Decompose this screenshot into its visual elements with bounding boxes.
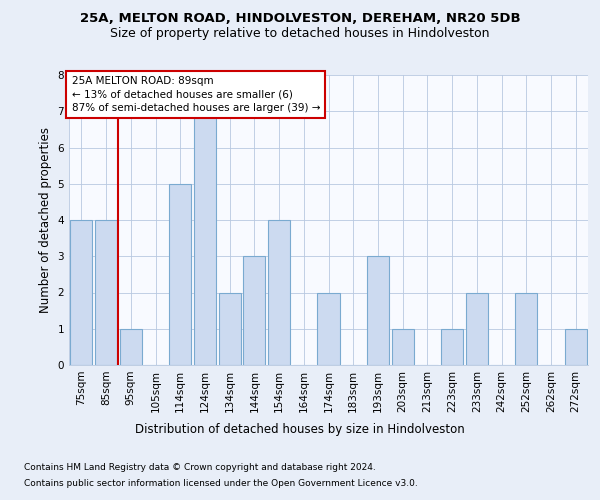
Bar	[317, 292, 340, 365]
Bar	[268, 220, 290, 365]
Bar	[243, 256, 265, 365]
Text: 25A MELTON ROAD: 89sqm
← 13% of detached houses are smaller (6)
87% of semi-deta: 25A MELTON ROAD: 89sqm ← 13% of detached…	[71, 76, 320, 113]
Bar	[515, 292, 538, 365]
Bar	[367, 256, 389, 365]
Text: Contains HM Land Registry data © Crown copyright and database right 2024.: Contains HM Land Registry data © Crown c…	[24, 462, 376, 471]
Text: 25A, MELTON ROAD, HINDOLVESTON, DEREHAM, NR20 5DB: 25A, MELTON ROAD, HINDOLVESTON, DEREHAM,…	[80, 12, 520, 26]
Bar	[119, 329, 142, 365]
Bar	[218, 292, 241, 365]
Bar	[441, 329, 463, 365]
Y-axis label: Number of detached properties: Number of detached properties	[39, 127, 52, 313]
Bar	[70, 220, 92, 365]
Bar	[466, 292, 488, 365]
Bar	[169, 184, 191, 365]
Bar	[392, 329, 414, 365]
Bar	[194, 112, 216, 365]
Text: Contains public sector information licensed under the Open Government Licence v3: Contains public sector information licen…	[24, 479, 418, 488]
Bar	[565, 329, 587, 365]
Text: Distribution of detached houses by size in Hindolveston: Distribution of detached houses by size …	[135, 422, 465, 436]
Text: Size of property relative to detached houses in Hindolveston: Size of property relative to detached ho…	[110, 28, 490, 40]
Bar	[95, 220, 117, 365]
